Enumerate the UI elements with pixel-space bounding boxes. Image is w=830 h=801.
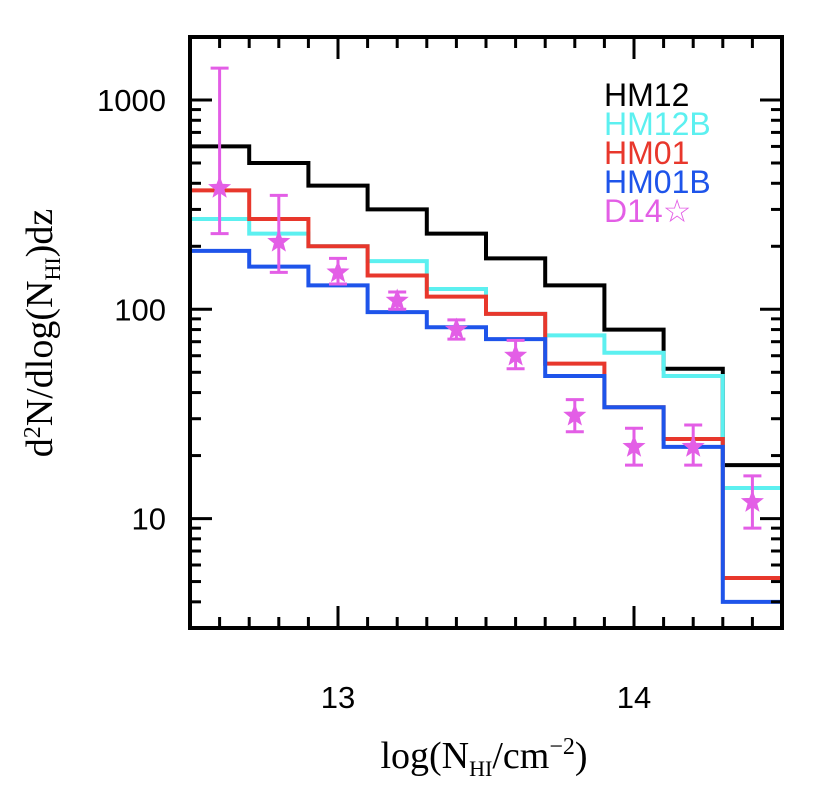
x-axis-title: log(NHI/cm−2) [380,734,587,781]
points-layer [208,66,764,530]
d14-point [563,403,587,426]
d14-point [208,175,232,198]
series-hm01b-line [190,248,784,628]
legend-entry-hm12: HM12 [604,77,689,113]
d14-point [681,434,705,457]
d14-point [504,343,528,366]
y-axis-title: d2N/dlog(NHI)dz [19,209,65,457]
y-tick-label: 1000 [97,83,166,118]
plot-frame [188,35,784,630]
y-tick-label: 10 [132,502,166,537]
legend-entry-d14: D14☆ [604,193,691,229]
legend-entry-hm01b: HM01B [604,164,711,200]
series-hm01-line [190,188,784,628]
series-layer [190,144,784,628]
d14-point [326,260,350,283]
d14-point [740,489,764,512]
series-hm12-line [190,144,784,628]
d14-point [267,229,291,252]
d14-point [444,317,468,340]
d14-point [385,288,409,311]
x-tick-label: 13 [321,680,355,715]
labels-layer: 13 14 10 100 1000 [97,83,651,715]
legend-entry-hm12b: HM12B [604,106,711,142]
y-tick-label: 100 [114,292,166,327]
legend-entry-hm01: HM01 [604,135,689,171]
x-tick-label: 14 [617,680,651,715]
d14-point [622,434,646,457]
